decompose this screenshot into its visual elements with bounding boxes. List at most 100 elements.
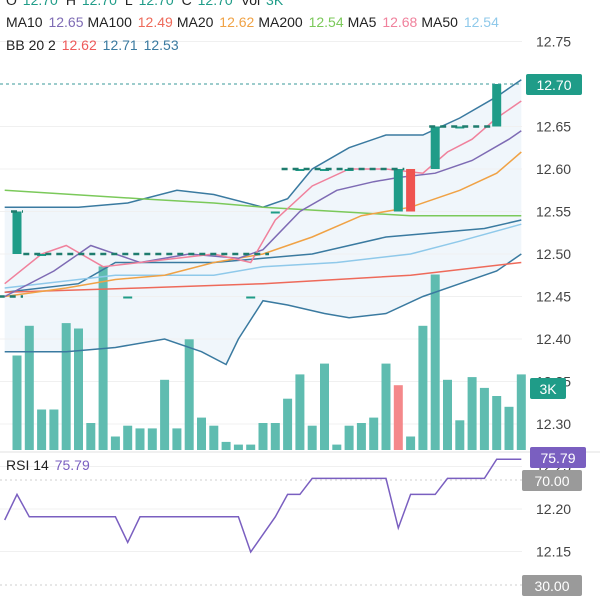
volume-bar <box>147 428 157 450</box>
ma-name-1: MA100 <box>87 14 132 30</box>
ma-value-3: 12.54 <box>308 14 344 30</box>
bollinger-band-fill <box>4 79 522 365</box>
rsi-line <box>4 458 522 554</box>
volume-bar <box>258 423 268 450</box>
series-line-ma10 <box>4 130 522 298</box>
candle <box>123 296 133 299</box>
y-tick-label: 12.40 <box>536 331 571 347</box>
bb-label: BB 20 2 <box>6 37 56 53</box>
candle <box>12 211 22 254</box>
volume-bar <box>406 436 416 450</box>
y-tick-label: 12.30 <box>536 416 571 432</box>
volume-bar <box>160 379 170 450</box>
volume-bar <box>492 396 502 450</box>
candle <box>295 169 305 171</box>
bb-middle-value: 12.71 <box>102 37 138 53</box>
volume-bar <box>356 423 366 450</box>
volume-bar <box>37 409 47 450</box>
rsi-last-tag-bg <box>530 447 586 468</box>
volume-bar <box>270 423 280 450</box>
volume-bar <box>184 339 194 450</box>
ma-name-3: MA200 <box>258 14 303 30</box>
ma-value-4: 12.68 <box>382 14 418 30</box>
series-line-bb-upper <box>4 79 522 208</box>
candle <box>406 169 416 212</box>
bollinger-legend: BB 20 2 12.62 12.71 12.53 <box>6 37 181 53</box>
y-tick-label: 12.45 <box>536 289 571 305</box>
ma-name-2: MA20 <box>176 14 214 30</box>
ma-name-0: MA10 <box>6 14 43 30</box>
volume-bar <box>74 328 83 450</box>
ohlc-value-2: 12.70 <box>138 0 174 8</box>
volume-bar <box>49 409 59 450</box>
candle <box>455 126 465 129</box>
y-tick-label: 12.55 <box>536 204 571 220</box>
volume-bar <box>123 425 133 450</box>
ohlc-key-0: O <box>6 0 17 8</box>
rsi-value: 75.79 <box>54 457 90 473</box>
volume-bar <box>283 398 293 450</box>
rsi-30-tag-bg <box>522 575 582 596</box>
ma-value-1: 12.49 <box>137 14 173 30</box>
volume-bar <box>430 274 440 450</box>
volume-bar <box>443 379 452 450</box>
candle <box>270 211 280 214</box>
volume-bar <box>135 428 145 450</box>
ohlc-value-1: 12.70 <box>81 0 117 8</box>
ma-name-5: MA50 <box>421 14 458 30</box>
rsi-last-tag: 75.79 <box>540 450 575 466</box>
price-axis: 12.7512.6512.6012.5512.5012.4512.4012.35… <box>536 34 571 560</box>
y-tick-label: 12.60 <box>536 161 571 177</box>
volume-bar <box>233 444 243 450</box>
y-tick-label: 12.20 <box>536 501 571 517</box>
rsi-70-tag: 70.00 <box>534 473 569 489</box>
candle <box>492 84 502 127</box>
volume-bar <box>12 355 22 450</box>
volume-bar <box>61 323 71 450</box>
volume-bars <box>12 266 526 450</box>
volume-bar <box>221 441 231 450</box>
volume-bar <box>24 325 34 450</box>
last-price-tag-bg <box>526 74 582 95</box>
ma-value-0: 12.65 <box>48 14 84 30</box>
ma-name-4: MA5 <box>347 14 377 30</box>
volume-bar <box>455 420 465 450</box>
rsi-label: RSI 14 <box>6 457 49 473</box>
volume-tag-bg <box>530 378 566 399</box>
volume-bar <box>393 385 403 450</box>
volume-bar <box>418 325 428 450</box>
volume-bar <box>344 425 354 450</box>
price-dashes <box>0 125 491 298</box>
rsi-30-tag: 30.00 <box>534 578 569 594</box>
volume-bar <box>467 377 477 450</box>
bb-lower-value: 12.53 <box>143 37 179 53</box>
bb-upper-value: 12.62 <box>61 37 97 53</box>
ohlc-key-1: H <box>65 0 76 8</box>
volume-bar <box>197 417 206 450</box>
volume-bar <box>172 428 182 450</box>
candle <box>320 169 329 171</box>
ma-value-2: 12.62 <box>219 14 255 30</box>
candle <box>393 169 403 212</box>
volume-tag: 3K <box>539 381 557 397</box>
candle <box>430 126 440 169</box>
volume-bar <box>110 436 120 450</box>
volume-bar <box>479 387 489 450</box>
series-line-ma20 <box>4 151 522 298</box>
moving-average-legend: MA10 12.65 MA100 12.49 MA20 12.62 MA200 12.… <box>6 14 503 30</box>
ohlc-key-2: L <box>124 0 133 8</box>
y-tick-label: 12.65 <box>536 119 571 135</box>
volume-bar <box>209 425 219 450</box>
y-tick-label: 12.50 <box>536 246 571 262</box>
volume-bar <box>369 417 379 450</box>
ohlc-legend: O 12.70 H 12.70 L 12.70 C 12.70 Vol 3K <box>6 0 291 8</box>
moving-average-lines <box>4 79 522 366</box>
ohlc-value-3: 12.70 <box>197 0 233 8</box>
candles <box>12 84 502 299</box>
last-price-tag: 12.70 <box>536 77 571 93</box>
volume-bar <box>516 374 526 450</box>
ohlc-value-4: 3K <box>266 0 284 8</box>
ohlc-key-3: C <box>181 0 192 8</box>
volume-bar <box>381 363 391 450</box>
